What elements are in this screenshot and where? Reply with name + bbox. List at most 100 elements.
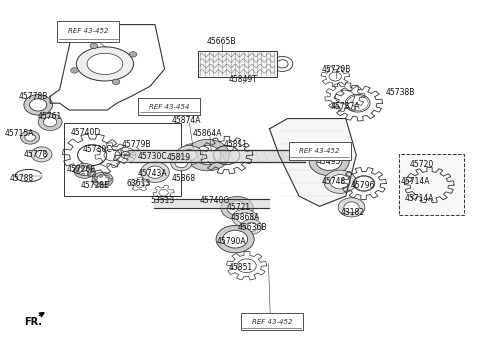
Circle shape bbox=[176, 145, 203, 165]
Circle shape bbox=[344, 202, 359, 213]
Text: 45730C: 45730C bbox=[83, 145, 113, 154]
Bar bbox=[64, 123, 181, 196]
Text: 45740G: 45740G bbox=[200, 196, 230, 205]
Text: 45720B: 45720B bbox=[322, 64, 351, 73]
Circle shape bbox=[74, 163, 95, 178]
Circle shape bbox=[108, 178, 112, 181]
Circle shape bbox=[94, 180, 97, 183]
Text: 45715A: 45715A bbox=[4, 129, 34, 139]
Circle shape bbox=[237, 213, 252, 223]
Text: 45726E: 45726E bbox=[67, 165, 96, 174]
Text: 45819: 45819 bbox=[167, 153, 191, 162]
Circle shape bbox=[87, 166, 91, 169]
Text: 63613: 63613 bbox=[126, 179, 150, 188]
Text: 45788: 45788 bbox=[10, 174, 34, 183]
Circle shape bbox=[31, 147, 52, 162]
Circle shape bbox=[106, 181, 109, 184]
Circle shape bbox=[81, 173, 84, 176]
Circle shape bbox=[90, 169, 94, 172]
Text: 45636B: 45636B bbox=[238, 223, 267, 232]
Circle shape bbox=[146, 166, 164, 178]
Text: 45874A: 45874A bbox=[171, 116, 201, 125]
Circle shape bbox=[186, 139, 229, 171]
Circle shape bbox=[232, 209, 257, 227]
Bar bbox=[399, 154, 464, 215]
Circle shape bbox=[96, 175, 109, 185]
Circle shape bbox=[106, 175, 109, 178]
Circle shape bbox=[183, 144, 200, 156]
Circle shape bbox=[330, 175, 350, 189]
Circle shape bbox=[38, 114, 62, 130]
Text: 45778: 45778 bbox=[24, 150, 48, 159]
Bar bbox=[57, 21, 119, 42]
Ellipse shape bbox=[76, 47, 133, 81]
Circle shape bbox=[406, 176, 422, 188]
Circle shape bbox=[175, 159, 188, 168]
Circle shape bbox=[71, 68, 78, 73]
Text: 45737A: 45737A bbox=[331, 102, 360, 111]
Text: 45851: 45851 bbox=[229, 263, 253, 272]
Circle shape bbox=[76, 171, 80, 174]
Circle shape bbox=[216, 225, 254, 253]
Circle shape bbox=[94, 177, 97, 179]
Bar bbox=[241, 313, 303, 330]
Text: 45714A: 45714A bbox=[405, 194, 434, 203]
Circle shape bbox=[414, 192, 423, 198]
Circle shape bbox=[92, 172, 113, 187]
Circle shape bbox=[30, 99, 47, 111]
Text: 45730C: 45730C bbox=[138, 152, 168, 161]
Text: 45761: 45761 bbox=[38, 113, 62, 121]
Bar bbox=[198, 51, 276, 77]
Circle shape bbox=[187, 146, 196, 153]
Text: 45864A: 45864A bbox=[193, 129, 222, 139]
Circle shape bbox=[25, 133, 36, 141]
Text: 45740D: 45740D bbox=[71, 128, 101, 137]
Circle shape bbox=[112, 79, 120, 85]
Circle shape bbox=[81, 166, 84, 168]
Circle shape bbox=[411, 189, 426, 200]
Text: REF 43-452: REF 43-452 bbox=[300, 148, 340, 154]
Circle shape bbox=[141, 162, 169, 182]
Text: 43182: 43182 bbox=[341, 208, 365, 217]
Text: 45495: 45495 bbox=[317, 157, 341, 166]
Circle shape bbox=[99, 182, 103, 185]
Circle shape bbox=[241, 219, 262, 234]
Text: FR.: FR. bbox=[24, 317, 42, 327]
Text: 45790A: 45790A bbox=[216, 237, 246, 246]
Text: 45720: 45720 bbox=[410, 160, 434, 169]
Text: 53513: 53513 bbox=[150, 196, 174, 205]
Text: REF 43-452: REF 43-452 bbox=[252, 319, 292, 325]
Circle shape bbox=[221, 197, 253, 220]
Circle shape bbox=[129, 51, 137, 57]
Bar bbox=[138, 98, 200, 115]
Text: REF 43-454: REF 43-454 bbox=[149, 104, 190, 110]
Circle shape bbox=[324, 170, 356, 193]
Text: 45748: 45748 bbox=[322, 177, 346, 186]
Circle shape bbox=[76, 168, 80, 170]
Ellipse shape bbox=[87, 53, 123, 74]
Text: 45714A: 45714A bbox=[400, 177, 430, 186]
Text: 45728E: 45728E bbox=[81, 181, 110, 190]
Circle shape bbox=[36, 150, 47, 158]
Circle shape bbox=[245, 222, 258, 231]
Circle shape bbox=[338, 198, 365, 217]
Text: REF 43-452: REF 43-452 bbox=[68, 28, 108, 34]
Circle shape bbox=[316, 152, 342, 170]
Text: 45868A: 45868A bbox=[231, 213, 260, 222]
Text: 45849T: 45849T bbox=[229, 75, 258, 84]
Polygon shape bbox=[269, 119, 356, 206]
Circle shape bbox=[223, 230, 248, 248]
Text: 45779B: 45779B bbox=[121, 140, 151, 149]
Text: 45721: 45721 bbox=[227, 203, 251, 212]
Text: 45778B: 45778B bbox=[19, 92, 48, 101]
Circle shape bbox=[99, 175, 103, 177]
Text: 45868: 45868 bbox=[171, 174, 196, 183]
Circle shape bbox=[182, 150, 197, 161]
Circle shape bbox=[309, 147, 349, 176]
Circle shape bbox=[24, 95, 52, 115]
Circle shape bbox=[194, 145, 221, 165]
Text: 45811: 45811 bbox=[224, 140, 248, 149]
Circle shape bbox=[78, 166, 91, 176]
Circle shape bbox=[87, 173, 91, 175]
Circle shape bbox=[171, 156, 192, 171]
